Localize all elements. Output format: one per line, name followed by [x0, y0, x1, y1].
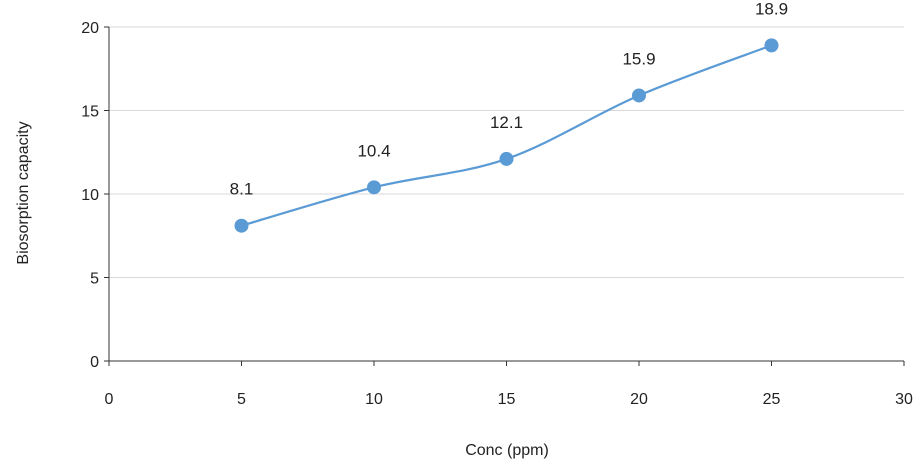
data-label-20: 15.9 [622, 49, 655, 68]
x-axis-title: Conc (ppm) [465, 442, 549, 459]
x-tick-label-15: 15 [498, 391, 516, 408]
y-tick-label-0: 0 [90, 354, 99, 371]
series-line-0 [241, 44, 772, 227]
x-axis-ticks: 0 5 10 15 20 25 30 [105, 361, 913, 408]
data-label-25: 18.9 [755, 0, 788, 18]
series-group: 8.1 10.4 12.1 15.9 18.9 [230, 0, 788, 233]
data-point-25 [764, 38, 779, 53]
data-point-20 [632, 88, 646, 103]
y-axis-title: Biosorption capacity [15, 121, 32, 264]
x-tick-label-5: 5 [237, 391, 246, 408]
y-tick-label-15: 15 [81, 104, 99, 121]
x-tick-label-20: 20 [630, 391, 648, 408]
y-tick-label-20: 20 [81, 20, 99, 37]
data-point-15 [499, 151, 514, 166]
gridlines [109, 26, 904, 278]
x-tick-label-30: 30 [895, 391, 913, 408]
data-point-5 [234, 218, 249, 233]
y-axis-ticks: 0 5 10 15 20 [81, 20, 109, 371]
x-tick-label-25: 25 [763, 391, 781, 408]
y-tick-label-5: 5 [90, 271, 99, 288]
data-label-15: 12.1 [490, 113, 523, 132]
data-point-10 [367, 180, 381, 195]
data-label-5: 8.1 [230, 180, 254, 199]
y-tick-label-10: 10 [81, 187, 99, 204]
x-tick-label-0: 0 [105, 391, 114, 408]
data-label-10: 10.4 [357, 141, 390, 160]
x-tick-label-10: 10 [365, 391, 383, 408]
